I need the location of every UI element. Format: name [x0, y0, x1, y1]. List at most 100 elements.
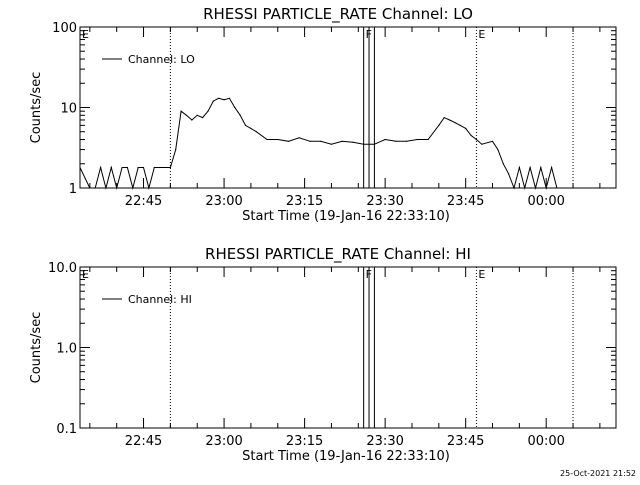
series-point: [105, 187, 107, 189]
series-point: [475, 138, 477, 141]
series-point: [100, 166, 102, 169]
panel-2: RHESSI PARTICLE_RATE Channel: HI 0.1 1.0 10…: [29, 245, 617, 464]
x-tick-label: 23:45: [447, 434, 484, 449]
x-tick-label: 23:00: [205, 434, 242, 449]
series-point: [110, 166, 112, 169]
series-point: [384, 138, 386, 141]
legend-label: Channel: LO: [128, 53, 195, 66]
series-point: [481, 143, 483, 145]
series-point: [234, 106, 236, 109]
series-point: [416, 138, 418, 141]
series-point: [89, 187, 91, 189]
series-point: [330, 143, 332, 145]
series-point: [454, 122, 456, 124]
series-point: [137, 166, 139, 169]
series-point: [320, 140, 322, 142]
series-point: [540, 166, 542, 169]
series-line: [79, 97, 558, 190]
x-tick-label: 22:45: [125, 194, 162, 209]
series-point: [373, 143, 375, 145]
series-point: [250, 127, 252, 129]
series-point: [244, 124, 247, 126]
series-point: [126, 166, 128, 169]
series-point: [228, 97, 230, 99]
series-point: [497, 149, 499, 151]
event-marker-label: E: [478, 28, 485, 41]
series-point: [79, 166, 81, 169]
series-point: [524, 187, 526, 189]
footer-timestamp: 25-Oct-2021 21:52: [560, 469, 636, 478]
series-point: [255, 131, 257, 133]
series-point: [406, 140, 408, 142]
series-point: [116, 187, 118, 189]
series-point: [518, 166, 521, 169]
series-point: [534, 187, 537, 189]
chart-title: RHESSI PARTICLE_RATE Channel: HI: [205, 245, 471, 264]
x-tick-label: 23:45: [447, 194, 484, 209]
plot-frame: [79, 266, 617, 429]
series-point: [502, 163, 504, 165]
y-tick-label: 1: [69, 182, 77, 197]
chart-title: RHESSI PARTICLE_RATE Channel: LO: [203, 5, 473, 24]
series-point: [239, 114, 241, 116]
series-point: [180, 110, 182, 112]
legend-label: Channel: HI: [128, 293, 192, 306]
series-point: [287, 140, 290, 142]
series-point: [438, 124, 440, 126]
series-point: [449, 119, 451, 121]
series-point: [153, 166, 155, 169]
plot-frame: [79, 26, 617, 189]
x-tick-label: 00:00: [527, 194, 564, 209]
series-point: [508, 173, 510, 175]
event-marker-label: E: [82, 268, 89, 281]
event-marker-label: F: [366, 268, 372, 281]
series-point: [159, 166, 161, 169]
x-tick-label: 23:30: [366, 434, 403, 449]
y-axis-label: Counts/sec: [29, 312, 44, 384]
series-point: [212, 100, 214, 102]
series-point: [191, 119, 193, 121]
series-point: [169, 166, 171, 169]
event-marker-label: E: [82, 28, 89, 41]
event-marker-label: E: [478, 268, 485, 281]
y-tick-label: 10.0: [48, 261, 77, 276]
series-point: [185, 114, 188, 116]
series-point: [148, 187, 150, 189]
x-axis-label: Start Time (19-Jan-16 22:33:10): [242, 209, 450, 224]
series-point: [545, 187, 547, 189]
y-tick-label: 0.1: [56, 422, 77, 437]
series-point: [556, 187, 558, 189]
series-point: [298, 137, 300, 139]
y-axis-label: Counts/sec: [29, 72, 44, 144]
series-point: [164, 166, 166, 169]
series-point: [309, 140, 311, 142]
series-point: [196, 114, 198, 116]
series-point: [363, 143, 365, 145]
series-point: [513, 187, 515, 189]
series-point: [341, 140, 343, 142]
series-point: [121, 166, 123, 169]
series-point: [94, 187, 96, 189]
series-point: [395, 140, 397, 142]
x-tick-label: 23:00: [205, 194, 242, 209]
x-axis-label: Start Time (19-Jan-16 22:33:10): [242, 449, 450, 464]
panel-1: RHESSI PARTICLE_RATE Channel: LO 1 10 100 22…: [29, 5, 617, 224]
y-tick-label: 100: [52, 21, 77, 36]
series-point: [223, 99, 225, 101]
series-point: [266, 138, 268, 141]
y-tick-label: 1.0: [56, 342, 77, 357]
series-point: [207, 110, 209, 112]
series-point: [470, 134, 472, 136]
series-point: [465, 127, 467, 129]
x-tick-label: 22:45: [125, 434, 162, 449]
series-point: [443, 117, 445, 119]
series-point: [218, 97, 220, 99]
series-point: [551, 166, 553, 169]
series-point: [277, 138, 279, 141]
x-tick-label: 23:30: [366, 194, 403, 209]
series-point: [529, 166, 531, 169]
series-point: [202, 117, 204, 119]
series-point: [142, 166, 145, 169]
